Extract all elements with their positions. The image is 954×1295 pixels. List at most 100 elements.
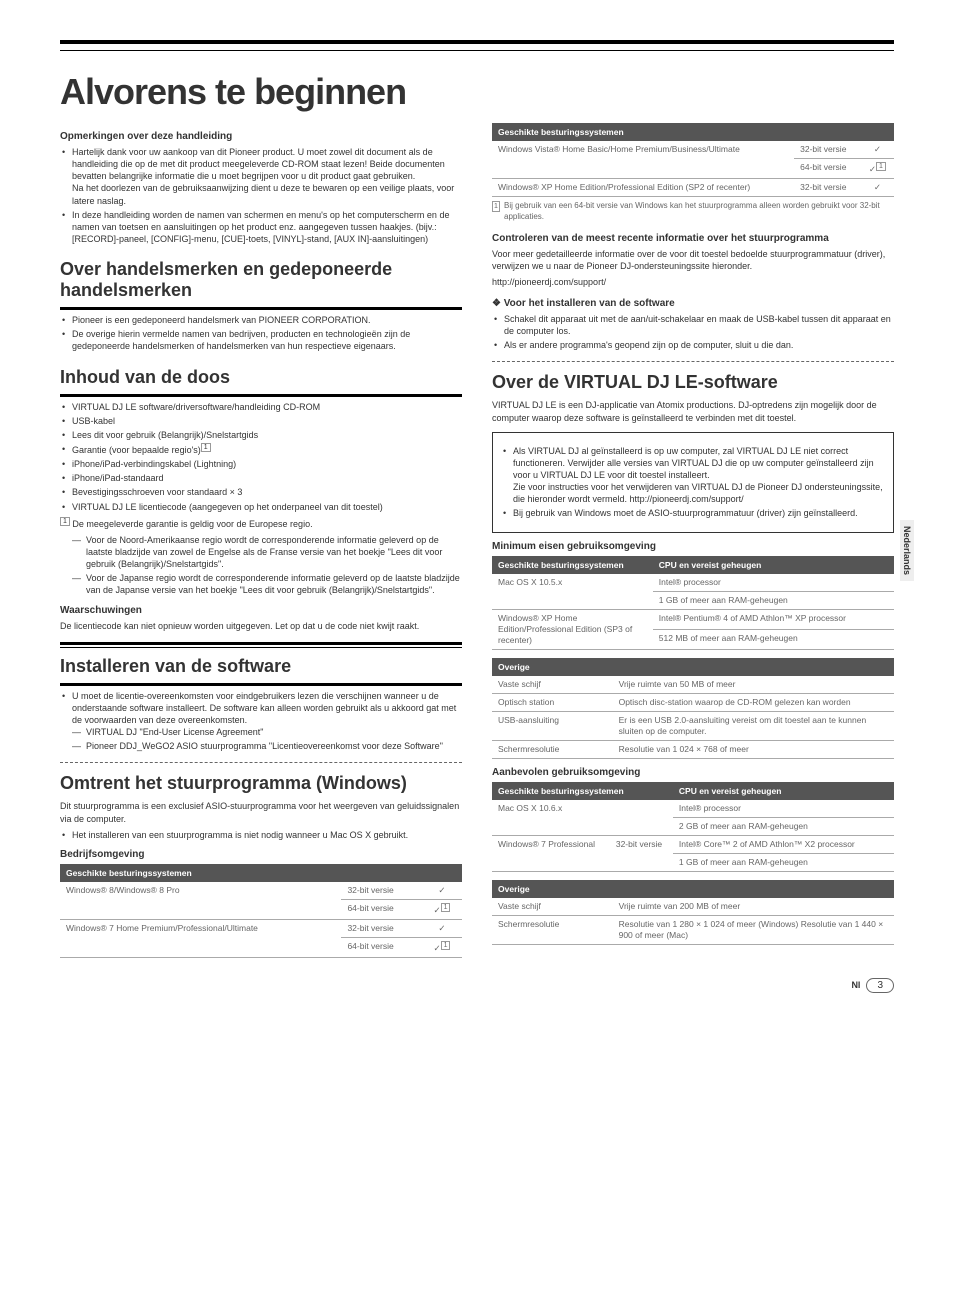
table-header: Overige <box>492 658 894 676</box>
rec-overige-table: Overige Vaste schijfVrije ruimte van 200… <box>492 880 894 945</box>
opmerkingen-list: Hartelijk dank voor uw aankoop van dit P… <box>60 146 462 245</box>
list-item: Garantie (voor bepaalde regio's)1 <box>60 443 462 456</box>
page-footer: Nl 3 <box>60 978 894 993</box>
vdj-box-list: Als VIRTUAL DJ al geïnstalleerd is op uw… <box>501 445 885 520</box>
table-cell: 1 GB of meer aan RAM-geheugen <box>673 854 894 872</box>
two-columns: Opmerkingen over deze handleiding Hartel… <box>60 123 894 958</box>
page-number: 3 <box>866 978 894 993</box>
opmerkingen-title: Opmerkingen over deze handleiding <box>60 131 462 142</box>
check-title: Controleren van de meest recente informa… <box>492 233 894 244</box>
table-cell: 64-bit versie <box>794 159 861 179</box>
list-item: Bij gebruik van Windows moet de ASIO-stu… <box>501 507 885 519</box>
table-cell: Schermresolutie <box>492 916 613 945</box>
text: Hartelijk dank voor uw aankoop van dit P… <box>72 147 445 181</box>
table-header: Overige <box>492 880 894 898</box>
table-header: CPU en vereist geheugen <box>673 782 894 800</box>
table-cell: 64-bit versie <box>341 899 421 919</box>
box-note: 1 De meegeleverde garantie is geldig voo… <box>60 517 462 530</box>
list-item: Lees dit voor gebruik (Belangrijk)/Snels… <box>60 429 462 441</box>
table-header: CPU en vereist geheugen <box>653 556 894 574</box>
table-cell: 2 GB of meer aan RAM-geheugen <box>673 818 894 836</box>
table-cell: Windows Vista® Home Basic/Home Premium/B… <box>492 141 794 178</box>
table-cell: USB-aansluiting <box>492 711 613 740</box>
before-list: Schakel dit apparaat uit met de aan/uit-… <box>492 313 894 351</box>
table-cell: Er is een USB 2.0-aansluiting vereist om… <box>613 711 894 740</box>
table-cell: Optisch disc-station waarop de CD-ROM ge… <box>613 693 894 711</box>
list-item: VIRTUAL DJ LE licentiecode (aangegeven o… <box>60 501 462 513</box>
list-item: Hartelijk dank voor uw aankoop van dit P… <box>60 146 462 207</box>
table-cell: 32-bit versie <box>341 882 421 900</box>
box-sublist: Voor de Noord-Amerikaanse regio wordt de… <box>60 534 462 597</box>
table-cell: 32-bit versie <box>341 919 421 937</box>
table-cell: 32-bit versie <box>794 178 861 196</box>
text: Zie voor instructies voor het verwijdere… <box>513 482 883 504</box>
list-item: Bevestigingsschroeven voor standaard × 3 <box>60 486 462 498</box>
table-cell: Windows® XP Home Edition/Professional Ed… <box>492 178 794 196</box>
table-cell: Intel® processor <box>653 574 894 592</box>
check-url: http://pioneerdj.com/support/ <box>492 276 894 288</box>
list-item: U moet de licentie-overeenkomsten voor e… <box>60 690 462 753</box>
list-item: In deze handleiding worden de namen van … <box>60 209 462 245</box>
note-box: Als VIRTUAL DJ al geïnstalleerd is op uw… <box>492 432 894 533</box>
table-cell: Optisch station <box>492 693 613 711</box>
trademarks-title: Over handelsmerken en gedeponeerde hande… <box>60 259 462 301</box>
table-header: Geschikte besturingssystemen <box>492 123 894 141</box>
text: Garantie (voor bepaalde regio's) <box>72 445 201 455</box>
install-sublist: VIRTUAL DJ "End-User License Agreement" … <box>72 726 462 752</box>
check-text: Voor meer gedetailleerde informatie over… <box>492 248 894 272</box>
env-title: Bedrijfsomgeving <box>60 849 462 860</box>
table-cell: Resolutie van 1 280 × 1 024 of meer (Win… <box>613 916 894 945</box>
language-tab: Nederlands <box>900 520 914 581</box>
table-cell: Vrije ruimte van 50 MB of meer <box>613 676 894 694</box>
table-cell: Windows® 7 Home Premium/Professional/Ult… <box>60 919 341 957</box>
list-item: iPhone/iPad-verbindingskabel (Lightning) <box>60 458 462 470</box>
table-cell: Schermresolutie <box>492 740 613 758</box>
text: Als VIRTUAL DJ al geïnstalleerd is op uw… <box>513 446 874 480</box>
rule <box>60 642 462 645</box>
table-cell: 1 GB of meer aan RAM-geheugen <box>653 591 894 609</box>
table-cell: 32-bit versie <box>610 836 673 872</box>
warn-text: De licentiecode kan niet opnieuw worden … <box>60 620 462 632</box>
text: Na het doorlezen van de gebruiksaanwijzi… <box>72 183 454 205</box>
check-icon: ✓ <box>422 919 462 937</box>
footer-lang: Nl <box>851 980 860 990</box>
table-cell: Intel® processor <box>673 800 894 818</box>
driver-title: Omtrent het stuurprogramma (Windows) <box>60 773 462 794</box>
check-icon: ✓ <box>422 882 462 900</box>
list-item: iPhone/iPad-standaard <box>60 472 462 484</box>
list-item: Pioneer DDJ_WeGO2 ASIO stuurprogramma "L… <box>72 740 462 752</box>
list-item: USB-kabel <box>60 415 462 427</box>
install-list: U moet de licentie-overeenkomsten voor e… <box>60 690 462 753</box>
check-icon: ✓1 <box>422 899 462 919</box>
dashed-rule <box>492 361 894 362</box>
list-item: Het installeren van een stuurprogramma i… <box>60 829 462 841</box>
table-cell: 512 MB of meer aan RAM-geheugen <box>653 629 894 649</box>
env-table: Geschikte besturingssystemen Windows® 8/… <box>60 864 462 958</box>
rec-title: Aanbevolen gebruiksomgeving <box>492 767 894 778</box>
table-cell: Resolutie van 1 024 × 768 of meer <box>613 740 894 758</box>
box-title: Inhoud van de doos <box>60 367 462 388</box>
table-cell: Intel® Core™ 2 of AMD Athlon™ X2 process… <box>673 836 894 854</box>
table-cell: Windows® 8/Windows® 8 Pro <box>60 882 341 919</box>
table-header: Geschikte besturingssystemen <box>60 864 462 882</box>
list-item: Schakel dit apparaat uit met de aan/uit-… <box>492 313 894 337</box>
min-table: Geschikte besturingssystemen CPU en vere… <box>492 556 894 650</box>
right-column: Geschikte besturingssystemen Windows Vis… <box>492 123 894 958</box>
list-item: Voor de Noord-Amerikaanse regio wordt de… <box>72 534 462 570</box>
vdj-text: VIRTUAL DJ LE is een DJ-applicatie van A… <box>492 399 894 423</box>
left-column: Opmerkingen over deze handleiding Hartel… <box>60 123 462 958</box>
table-cell: Mac OS X 10.5.x <box>492 574 653 610</box>
table-cell: Mac OS X 10.6.x <box>492 800 673 836</box>
rec-table: Geschikte besturingssystemen CPU en vere… <box>492 782 894 872</box>
check-icon: ✓1 <box>861 159 894 179</box>
rule <box>60 307 462 310</box>
min-title: Minimum eisen gebruiksomgeving <box>492 541 894 552</box>
overige-table: Overige Vaste schijfVrije ruimte van 50 … <box>492 658 894 759</box>
dashed-rule <box>60 762 462 763</box>
driver-text: Dit stuurprogramma is een exclusief ASIO… <box>60 800 462 824</box>
list-item: Als VIRTUAL DJ al geïnstalleerd is op uw… <box>501 445 885 506</box>
box-list: VIRTUAL DJ LE software/driversoftware/ha… <box>60 401 462 513</box>
list-item: Voor de Japanse regio wordt de correspon… <box>72 572 462 596</box>
list-item: De overige hierin vermelde namen van bed… <box>60 328 462 352</box>
driver-list: Het installeren van een stuurprogramma i… <box>60 829 462 841</box>
